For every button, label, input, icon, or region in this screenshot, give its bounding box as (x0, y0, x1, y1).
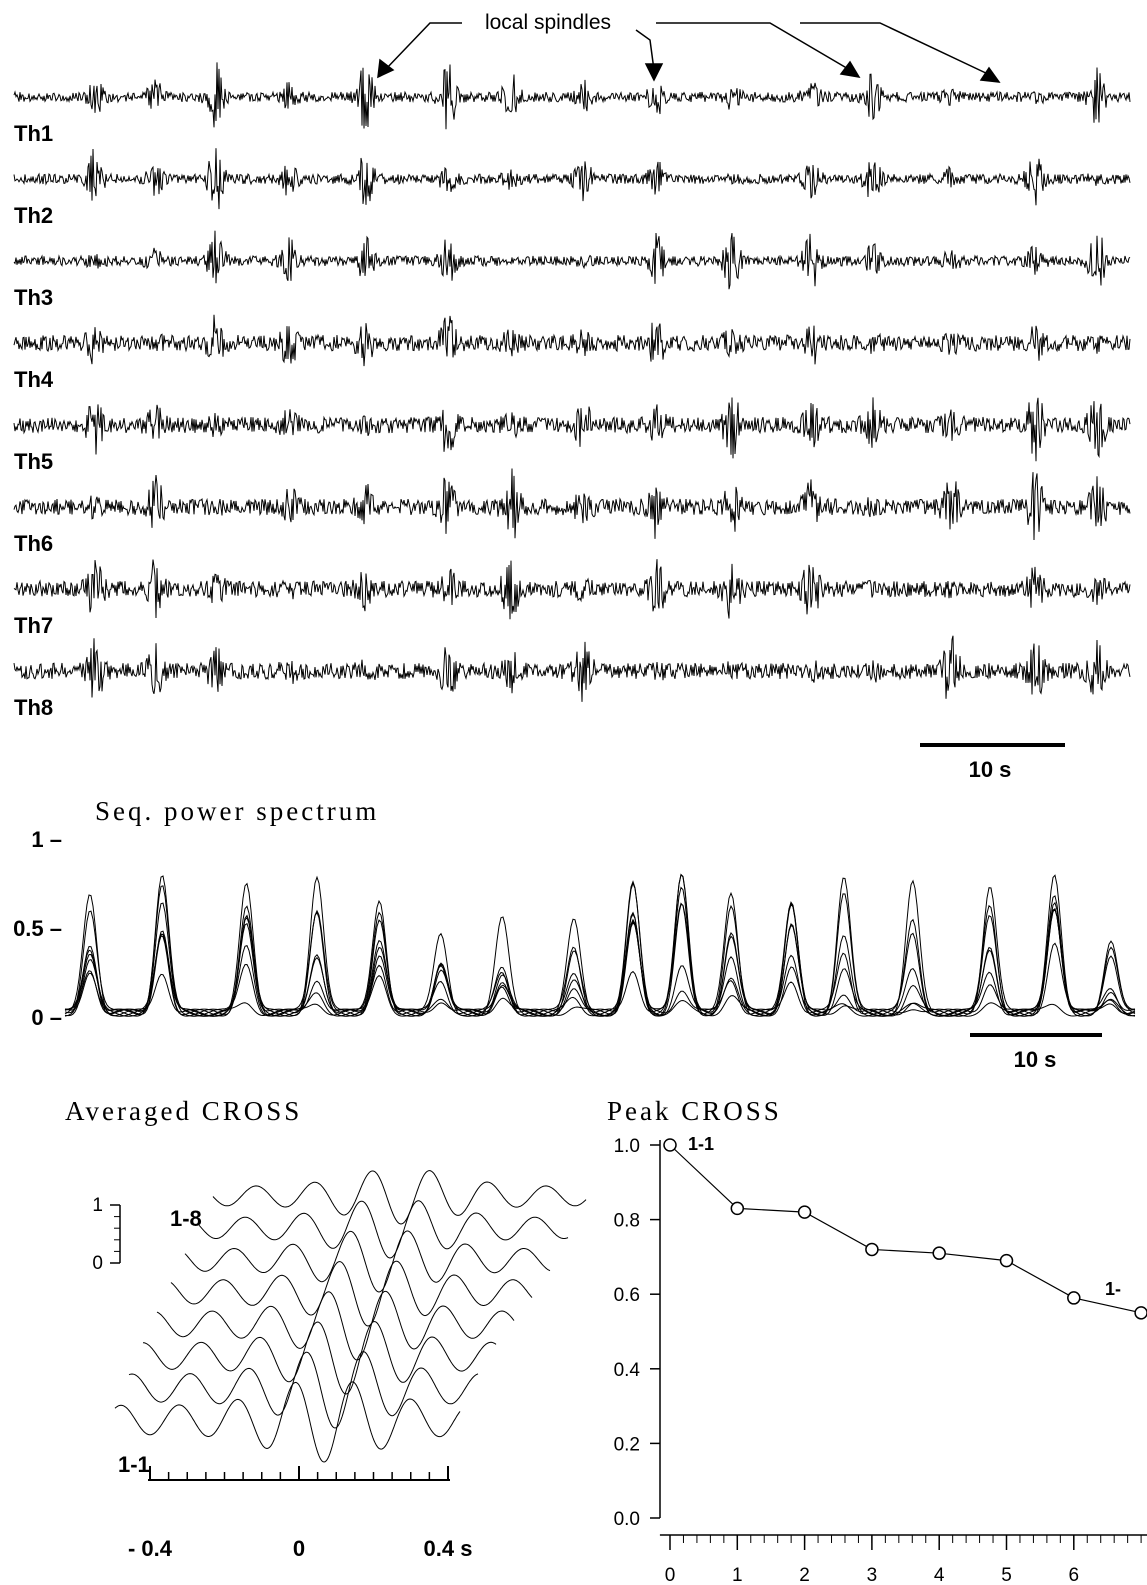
spectrum-curve (64, 877, 1136, 1017)
x-tick-label: 0 (665, 1565, 676, 1585)
trace-label: Th8 (14, 695, 53, 720)
x-tick-label: 2 (799, 1565, 810, 1585)
trace-label: Th1 (14, 121, 53, 146)
trace (13, 635, 1131, 702)
scale-label: 10 s (969, 757, 1012, 782)
y-tick-label: 0.2 (614, 1434, 640, 1455)
point (797, 1205, 812, 1219)
trace-label: Th3 (14, 285, 53, 310)
y-tick-label: 0.6 (614, 1285, 640, 1306)
annotation: local spindles (485, 11, 611, 34)
spectrum-curve (64, 894, 1136, 1017)
line (669, 1144, 1142, 1314)
spectrum-curve (64, 874, 1136, 1017)
trace-label: Th4 (14, 367, 54, 392)
x-tick-label: 1 (732, 1565, 743, 1585)
trace-label: Th2 (14, 203, 53, 228)
point (999, 1253, 1014, 1268)
cross-curve (142, 1321, 497, 1395)
cross-curve (114, 1381, 461, 1463)
trace (13, 468, 1131, 541)
cross-curve (212, 1170, 587, 1225)
trace (13, 62, 1131, 130)
point (663, 1138, 677, 1152)
cross-curve (198, 1200, 569, 1259)
chart-title: Peak CROSS (607, 1096, 782, 1126)
point (730, 1201, 745, 1216)
point (932, 1246, 946, 1260)
trace (13, 314, 1131, 367)
y-tick-label: 0 – (31, 1005, 62, 1030)
annotation: 1- (1105, 1279, 1121, 1299)
scale-label: 10 s (1014, 1047, 1057, 1072)
y-tick-label: 0.0 (614, 1509, 640, 1530)
trace (13, 148, 1131, 210)
scale-label: 0 (92, 1253, 103, 1274)
trace (13, 559, 1131, 620)
arrows (377, 22, 1001, 83)
cross-curve (156, 1290, 515, 1361)
x-tick-label: 6 (1069, 1565, 1080, 1585)
chart-title: Averaged CROSS (65, 1096, 302, 1126)
x-tick-label: 3 (867, 1565, 878, 1585)
annotation: 1-1 (118, 1452, 150, 1477)
point (865, 1242, 879, 1257)
y-tick-label: 0.4 (614, 1360, 641, 1381)
spectrum-curve (64, 881, 1136, 1017)
point (1067, 1291, 1081, 1305)
x-tick-label: 0 (293, 1536, 305, 1561)
x-tick-label: 0.4 s (424, 1536, 473, 1561)
scale-label: 1 (92, 1195, 103, 1216)
annotation: 1-8 (170, 1206, 202, 1231)
spectrum-curve (64, 887, 1136, 1017)
y-tick-label: 0.5 – (13, 916, 62, 941)
trace-label: Th6 (14, 531, 53, 556)
spectrum-curve (64, 873, 1136, 1017)
trace (13, 230, 1131, 290)
spectrum-curve (64, 873, 1136, 1017)
x-tick-label: - 0.4 (128, 1536, 173, 1561)
trace (13, 397, 1131, 462)
chart-title: Seq. power spectrum (95, 796, 379, 826)
cross-curve (184, 1230, 551, 1293)
trace-label: Th7 (14, 613, 53, 638)
cross-curve (170, 1260, 533, 1327)
spectrum-curve (64, 907, 1136, 1017)
point (1134, 1306, 1147, 1320)
y-tick-label: 1.0 (614, 1136, 640, 1157)
trace-label: Th5 (14, 449, 53, 474)
y-tick-label: 1 – (31, 827, 62, 852)
annotation: 1-1 (688, 1134, 714, 1154)
y-tick-label: 0.8 (614, 1211, 640, 1232)
x-tick-label: 5 (1001, 1565, 1012, 1585)
x-tick-label: 4 (934, 1565, 945, 1585)
